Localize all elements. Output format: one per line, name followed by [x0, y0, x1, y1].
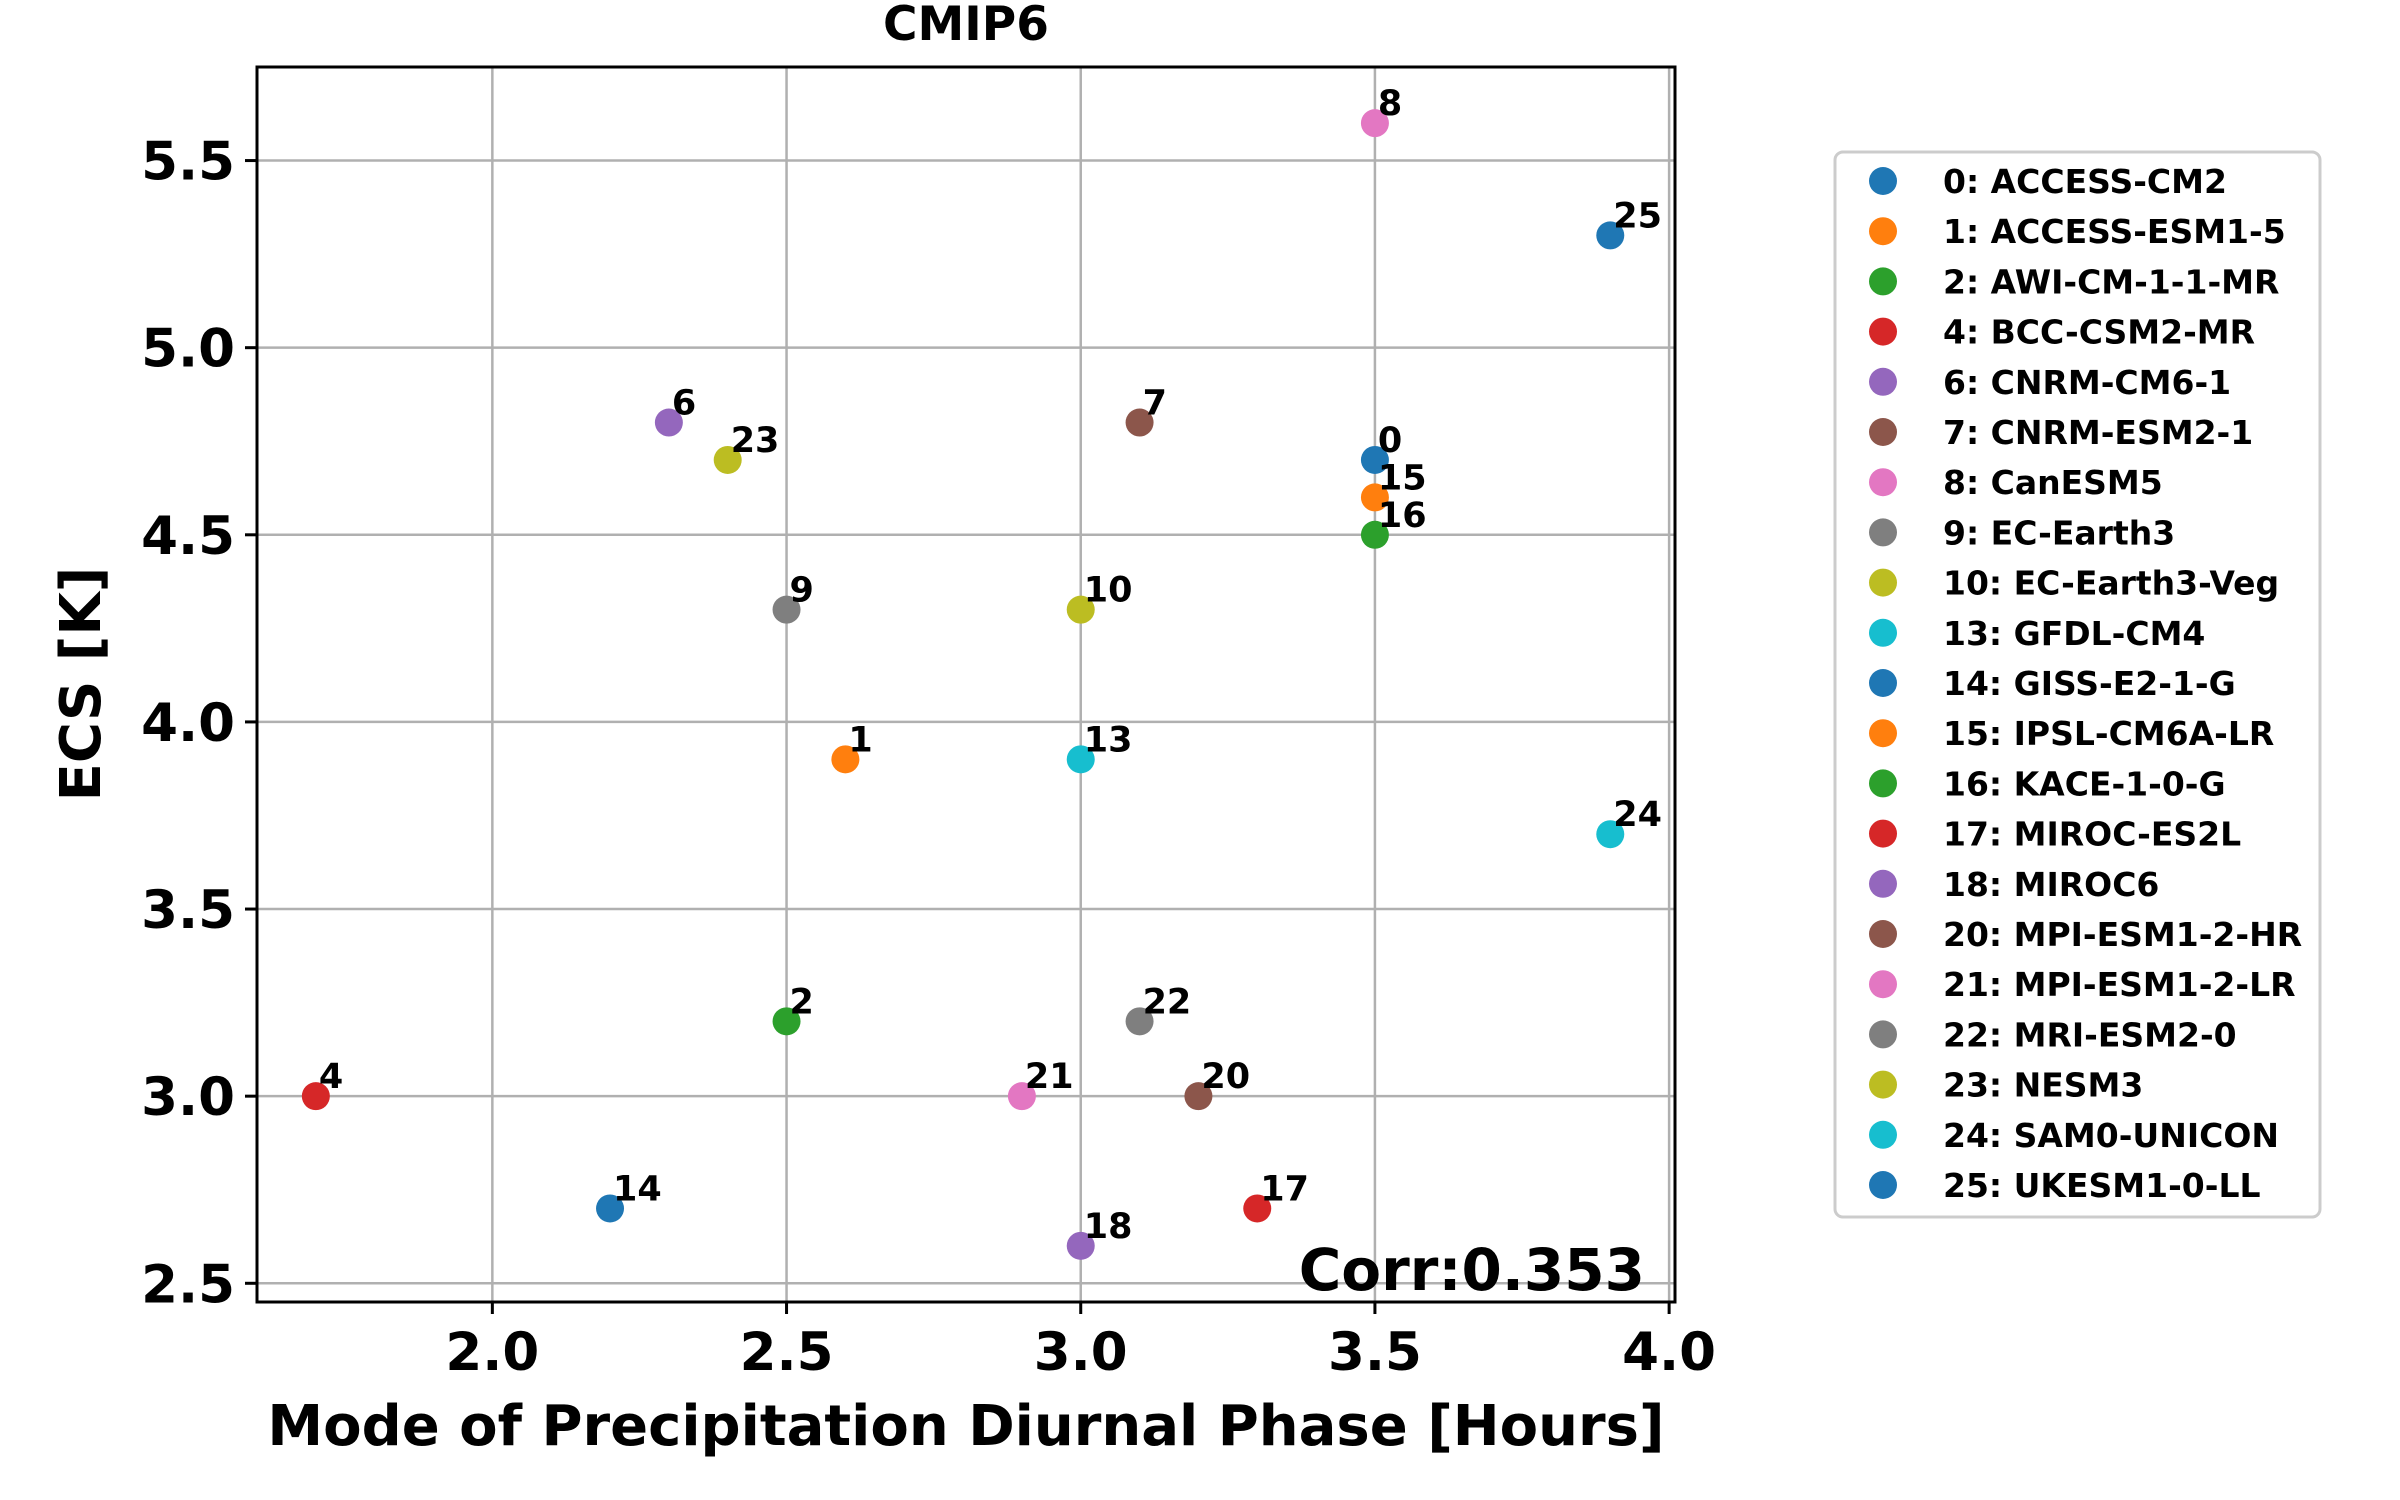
x-tick-label: 2.0	[445, 1322, 539, 1383]
legend-label-1: 1: ACCESS-ESM1-5	[1943, 212, 2286, 251]
chart-title: CMIP6	[883, 0, 1049, 52]
x-tick-label: 3.0	[1034, 1322, 1128, 1383]
y-tick-label: 4.5	[141, 506, 235, 567]
legend-label-24: 24: SAM0-UNICON	[1943, 1116, 2279, 1155]
legend-label-13: 13: GFDL-CM4	[1943, 614, 2205, 653]
legend-marker-9	[1869, 518, 1897, 546]
legend-label-8: 8: CanESM5	[1943, 463, 2163, 502]
point-label-10: 10	[1084, 571, 1133, 611]
legend-marker-0	[1869, 167, 1897, 195]
point-label-25: 25	[1613, 196, 1662, 236]
point-label-0: 0	[1378, 421, 1402, 461]
correlation-annotation: Corr:0.353	[1299, 1236, 1645, 1304]
point-label-24: 24	[1613, 795, 1662, 835]
legend-marker-1	[1869, 217, 1897, 245]
legend-marker-4	[1869, 318, 1897, 346]
legend-label-14: 14: GISS-E2-1-G	[1943, 664, 2236, 703]
legend-marker-6	[1869, 368, 1897, 396]
x-tick-label: 3.5	[1328, 1322, 1422, 1383]
point-label-4: 4	[319, 1057, 343, 1097]
legend-marker-2	[1869, 267, 1897, 295]
y-tick-label: 5.0	[141, 319, 235, 380]
plot-frame	[257, 67, 1675, 1302]
legend-label-17: 17: MIROC-ES2L	[1943, 815, 2241, 854]
legend-label-16: 16: KACE-1-0-G	[1943, 764, 2226, 803]
grid	[257, 67, 1675, 1302]
legend-marker-21	[1869, 970, 1897, 998]
legend-label-23: 23: NESM3	[1943, 1066, 2143, 1105]
legend-marker-20	[1869, 920, 1897, 948]
point-label-6: 6	[672, 384, 696, 424]
y-tick-label: 4.0	[141, 693, 235, 754]
legend-marker-7	[1869, 418, 1897, 446]
legend-marker-13	[1869, 619, 1897, 647]
legend-marker-15	[1869, 719, 1897, 747]
legend-label-2: 2: AWI-CM-1-1-MR	[1943, 262, 2279, 301]
legend-marker-10	[1869, 569, 1897, 597]
y-tick-label: 3.0	[141, 1067, 235, 1128]
point-label-22: 22	[1143, 982, 1192, 1022]
legend-label-6: 6: CNRM-CM6-1	[1943, 363, 2231, 402]
legend-marker-25	[1869, 1171, 1897, 1199]
legend-marker-8	[1869, 468, 1897, 496]
legend-marker-17	[1869, 820, 1897, 848]
legend-label-22: 22: MRI-ESM2-0	[1943, 1015, 2237, 1054]
legend-label-15: 15: IPSL-CM6A-LR	[1943, 714, 2274, 753]
x-axis-label: Mode of Precipitation Diurnal Phase [Hou…	[267, 1394, 1664, 1459]
point-label-21: 21	[1025, 1057, 1074, 1097]
point-label-2: 2	[790, 982, 814, 1022]
legend-label-9: 9: EC-Earth3	[1943, 513, 2175, 552]
y-tick-label: 5.5	[141, 132, 235, 193]
point-label-18: 18	[1084, 1207, 1133, 1247]
point-label-20: 20	[1201, 1057, 1250, 1097]
y-tick-label: 3.5	[141, 880, 235, 941]
legend-label-20: 20: MPI-ESM1-2-HR	[1943, 915, 2302, 954]
x-tick-label: 2.5	[740, 1322, 834, 1383]
point-label-8: 8	[1378, 84, 1402, 124]
point-label-17: 17	[1260, 1169, 1309, 1209]
point-label-16: 16	[1378, 496, 1427, 536]
point-label-13: 13	[1084, 720, 1133, 760]
point-label-7: 7	[1143, 384, 1167, 424]
legend-label-25: 25: UKESM1-0-LL	[1943, 1166, 2261, 1205]
point-label-23: 23	[731, 421, 780, 461]
legend-marker-24	[1869, 1121, 1897, 1149]
legend-label-10: 10: EC-Earth3-Veg	[1943, 564, 2279, 603]
legend-label-18: 18: MIROC6	[1943, 865, 2159, 904]
legend-marker-18	[1869, 870, 1897, 898]
y-tick-label: 2.5	[141, 1254, 235, 1315]
point-label-14: 14	[613, 1169, 662, 1209]
y-axis-label: ECS [K]	[49, 567, 114, 802]
legend-label-7: 7: CNRM-ESM2-1	[1943, 413, 2253, 452]
legend-marker-22	[1869, 1020, 1897, 1048]
legend-label-21: 21: MPI-ESM1-2-LR	[1943, 965, 2296, 1004]
legend-label-0: 0: ACCESS-CM2	[1943, 162, 2227, 201]
x-tick-label: 4.0	[1622, 1322, 1716, 1383]
legend: 0: ACCESS-CM2 1: ACCESS-ESM1-5 2: AWI-CM-1…	[1835, 152, 2320, 1217]
axis-ticks: 2.0 2.5 3.0 3.5 4.0 2.5 3.0 3.5 4.0 4.5 5.0 5.5	[141, 132, 1716, 1383]
legend-marker-16	[1869, 769, 1897, 797]
point-label-15: 15	[1378, 458, 1427, 498]
legend-label-4: 4: BCC-CSM2-MR	[1943, 313, 2255, 352]
legend-marker-23	[1869, 1071, 1897, 1099]
point-label-1: 1	[848, 720, 872, 760]
legend-marker-14	[1869, 669, 1897, 697]
point-label-9: 9	[790, 571, 814, 611]
